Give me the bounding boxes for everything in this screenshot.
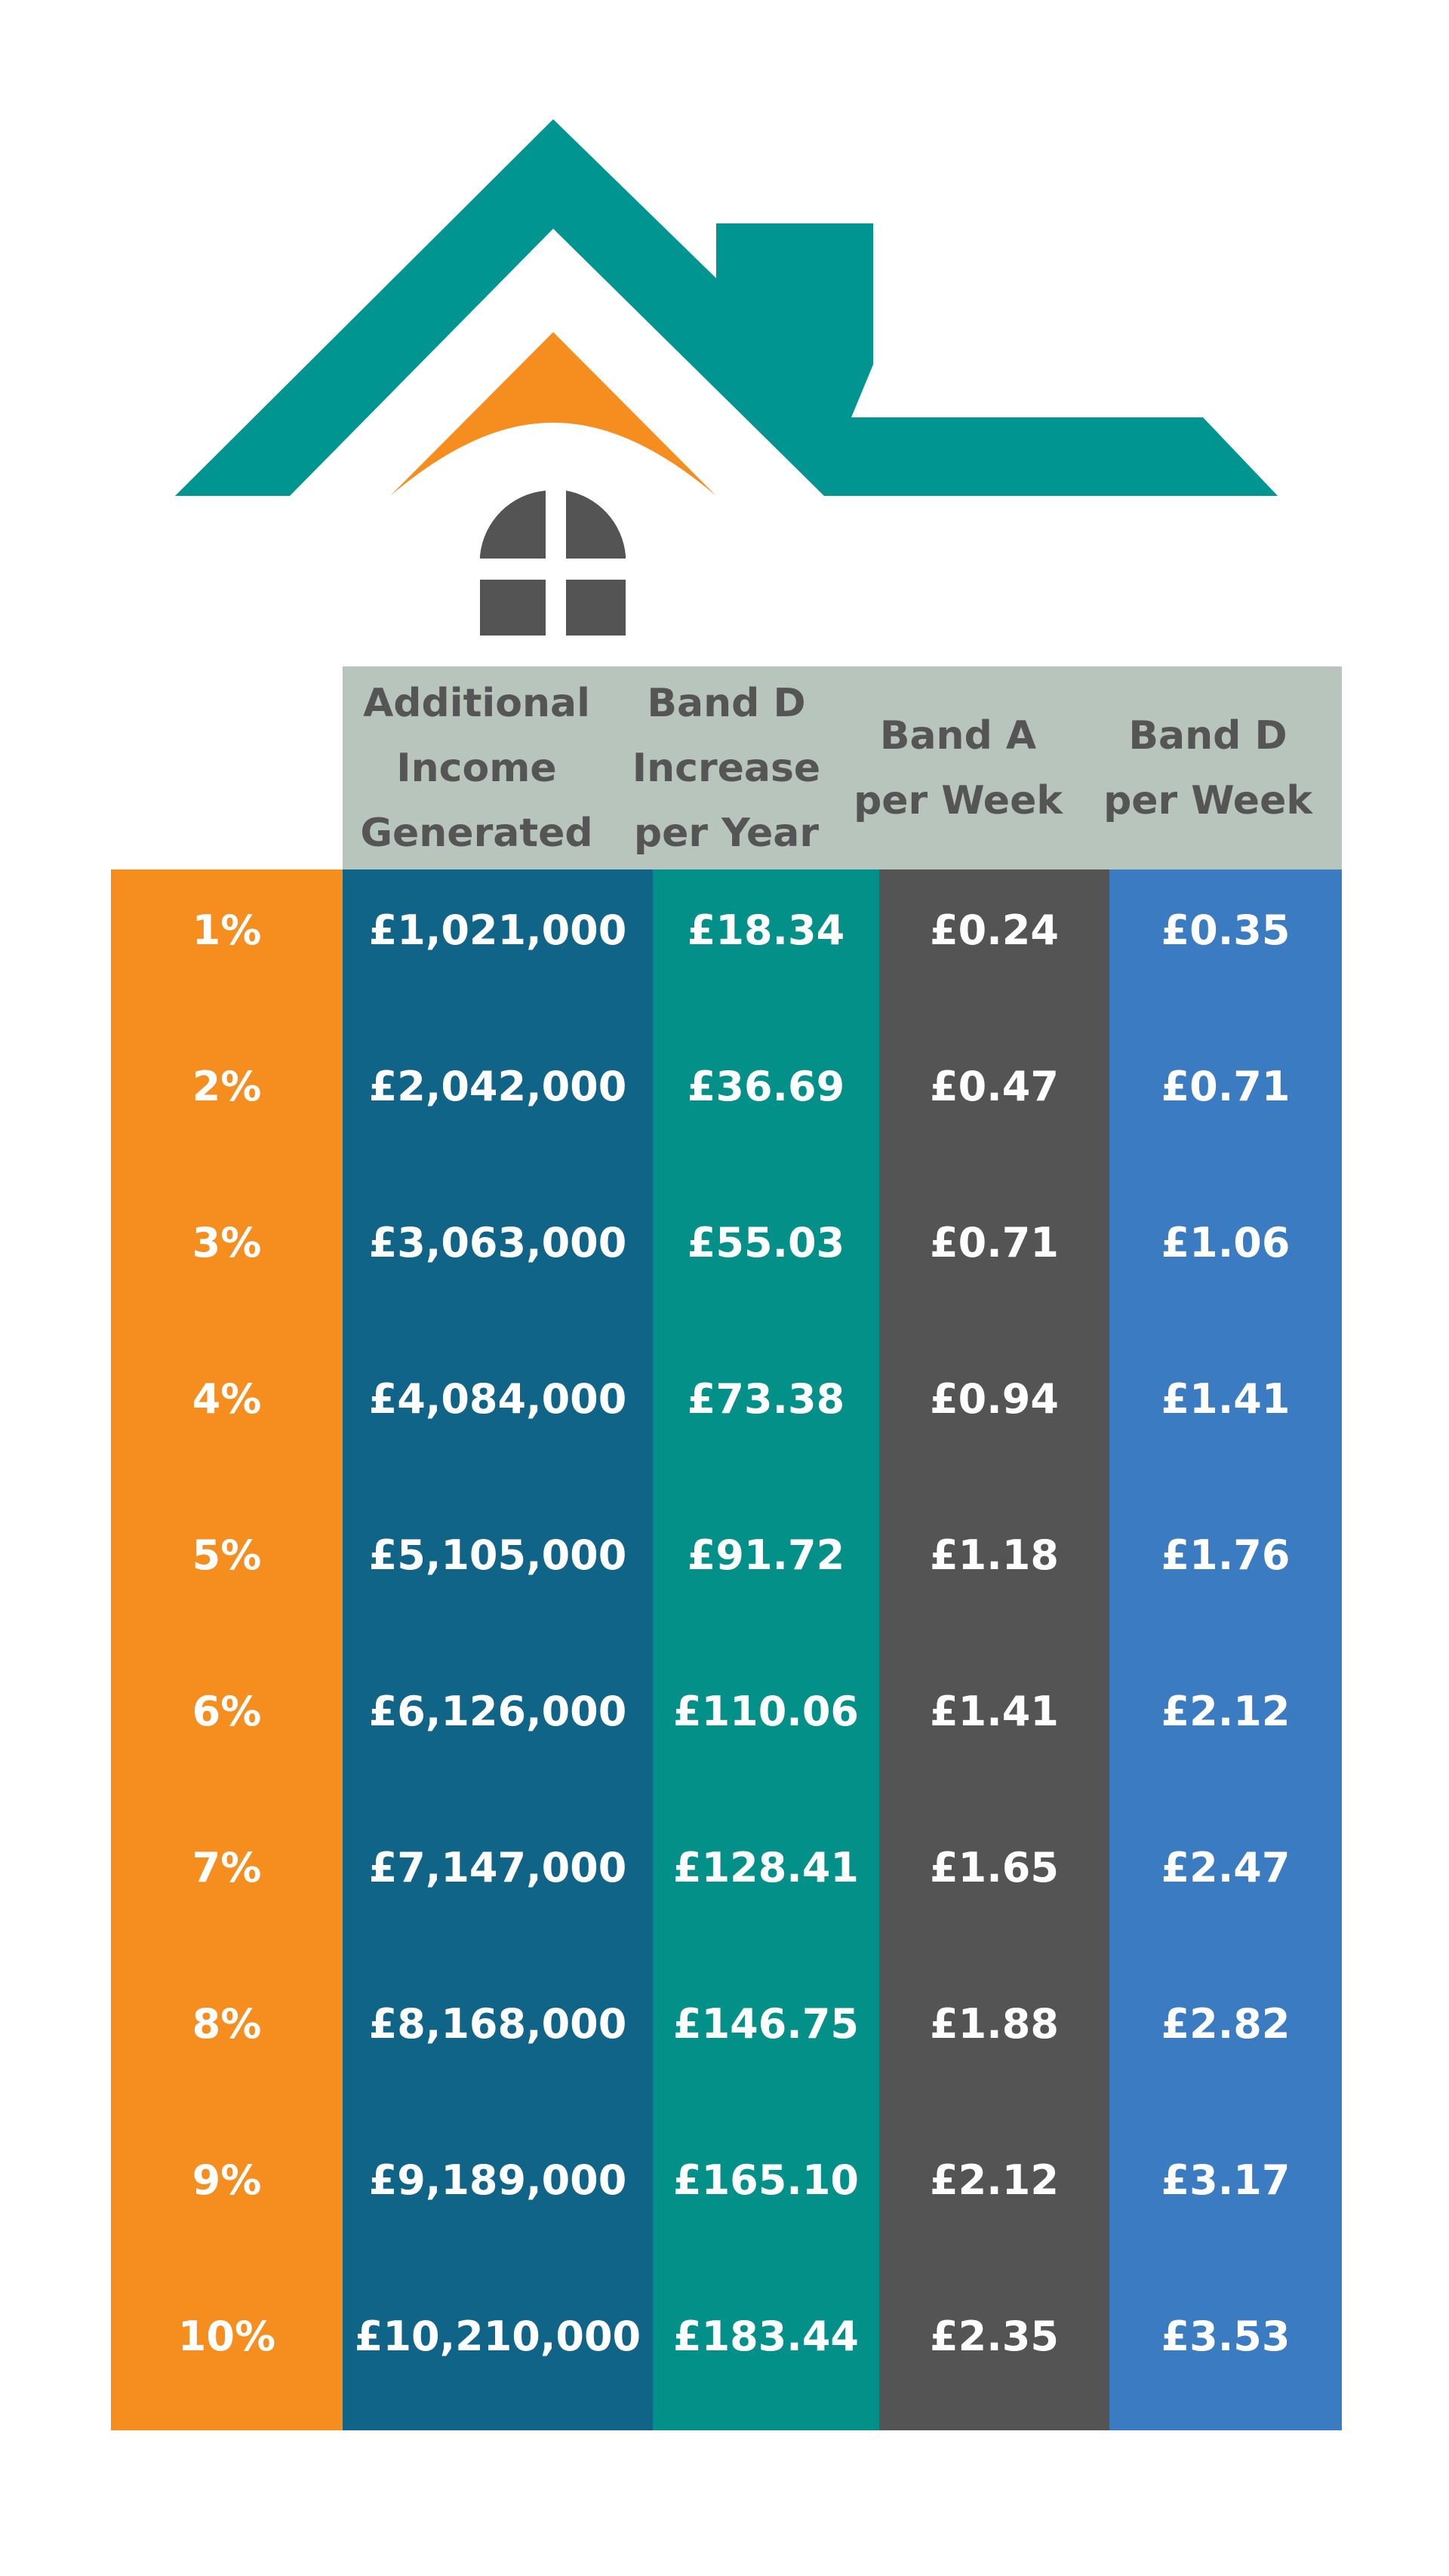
band-d-year-cell: £18.34 [687, 906, 845, 954]
band-a-week-cell: £0.71 [930, 1218, 1059, 1266]
band-d-week-cell: £1.76 [1161, 1531, 1291, 1579]
percent-cell: 7% [192, 1843, 262, 1891]
income-cell: £1,021,000 [368, 906, 627, 954]
band-d-year-cell: £183.44 [673, 2312, 859, 2360]
percent-column: 1% 2% 3% 4% 5% 6% 7% 8% 9% 10% [111, 869, 343, 2430]
income-cell: £2,042,000 [368, 1062, 627, 1110]
income-cell: £6,126,000 [368, 1687, 627, 1735]
band-a-week-cell: £1.18 [930, 1531, 1059, 1579]
band-d-year-cell: £55.03 [687, 1218, 845, 1266]
income-cell: £4,084,000 [368, 1374, 627, 1423]
house-illustration [175, 119, 1278, 636]
income-cell: £7,147,000 [368, 1843, 627, 1891]
percent-cell: 10% [177, 2312, 276, 2360]
band-a-week-column: £0.24 £0.47 £0.71 £0.94 £1.18 £1.41 £1.65 £1.88… [879, 869, 1109, 2430]
window-icon [480, 491, 626, 636]
band-d-week-cell: £1.41 [1161, 1374, 1291, 1423]
percent-cell: 9% [192, 2156, 262, 2204]
band-a-week-cell: £1.88 [930, 1999, 1059, 2048]
band-d-week-cell: £2.82 [1161, 1999, 1291, 2048]
band-d-week-cell: £3.17 [1161, 2156, 1291, 2204]
band-d-year-cell: £146.75 [673, 1999, 859, 2048]
band-a-week-cell: £1.65 [930, 1843, 1059, 1891]
arch-icon [390, 332, 716, 496]
band-a-week-cell: £0.94 [930, 1374, 1059, 1423]
income-cell: £10,210,000 [354, 2312, 641, 2360]
band-a-week-cell: £0.47 [930, 1062, 1059, 1110]
band-a-week-cell: £2.12 [930, 2156, 1059, 2204]
band-d-week-cell: £3.53 [1161, 2312, 1291, 2360]
percent-cell: 8% [192, 1999, 262, 2048]
band-d-week-cell: £1.06 [1161, 1218, 1291, 1266]
band-d-week-cell: £2.47 [1161, 1843, 1291, 1891]
income-cell: £8,168,000 [368, 1999, 627, 2048]
income-column: £1,021,000 £2,042,000 £3,063,000 £4,084,000… [343, 869, 653, 2430]
header-band-d-increase-per-year: Band D Increase per Year [632, 680, 821, 856]
band-a-week-cell: £1.41 [930, 1687, 1059, 1735]
band-d-week-cell: £0.35 [1161, 906, 1291, 954]
band-d-year-cell: £73.38 [687, 1374, 845, 1423]
income-cell: £9,189,000 [368, 2156, 627, 2204]
chimney-icon [716, 223, 798, 359]
percent-cell: 5% [192, 1531, 262, 1579]
income-cell: £5,105,000 [368, 1531, 627, 1579]
band-a-week-cell: £2.35 [930, 2312, 1059, 2360]
percent-cell: 6% [192, 1687, 262, 1735]
band-d-week-column: £0.35 £0.71 £1.06 £1.41 £1.76 £2.12 £2.47 £2.82… [1109, 869, 1342, 2430]
band-d-year-cell: £91.72 [687, 1531, 845, 1579]
band-d-year-cell: £36.69 [687, 1062, 845, 1110]
header-band-d-per-week: Band D per Week [1103, 712, 1312, 823]
band-d-year-cell: £110.06 [673, 1687, 859, 1735]
band-d-year-column: £18.34 £36.69 £55.03 £73.38 £91.72 £110.06 £12… [653, 869, 879, 2430]
percent-cell: 3% [192, 1218, 262, 1266]
band-d-year-cell: £165.10 [673, 2156, 859, 2204]
income-cell: £3,063,000 [368, 1218, 627, 1266]
percent-cell: 1% [192, 906, 262, 954]
header-additional-income: Additional Income Generated [360, 680, 593, 856]
band-d-week-cell: £2.12 [1161, 1687, 1291, 1735]
percent-cell: 4% [192, 1374, 262, 1423]
percent-cell: 2% [192, 1062, 262, 1110]
band-d-year-cell: £128.41 [673, 1843, 859, 1891]
table-header: Additional Income Generated Band D Incre… [343, 666, 1342, 869]
band-a-week-cell: £0.24 [930, 906, 1059, 954]
band-d-week-cell: £0.71 [1161, 1062, 1291, 1110]
header-band-a-per-week: Band A per Week [854, 712, 1063, 823]
